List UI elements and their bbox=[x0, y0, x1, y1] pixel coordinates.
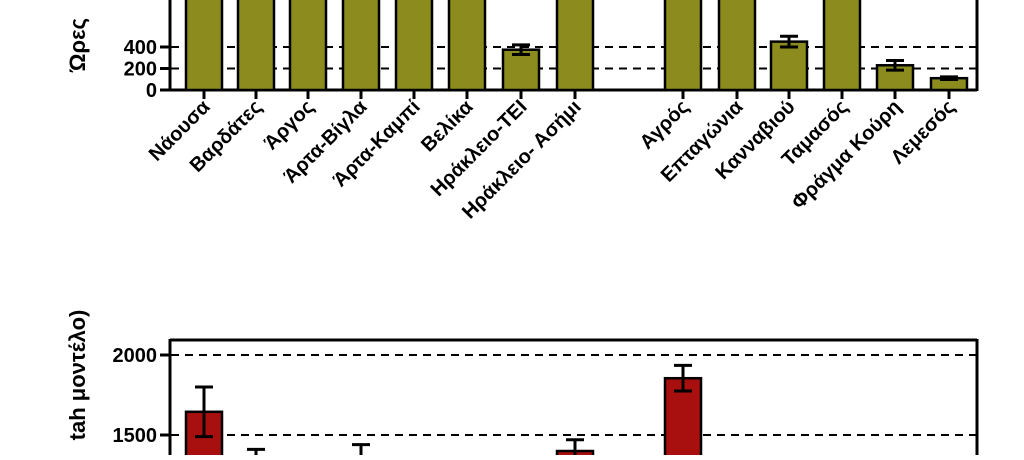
top-bar bbox=[394, 0, 434, 92]
bottom-y-axis-label: tah μοντέλο) bbox=[65, 310, 90, 441]
top-bar bbox=[555, 0, 595, 92]
top-bar bbox=[288, 0, 328, 92]
top-x-tick-label: Ηράκλειο-ΤΕΙ bbox=[427, 96, 532, 201]
top-bar bbox=[341, 0, 381, 92]
top-bar bbox=[822, 0, 862, 92]
top-bar bbox=[717, 0, 757, 92]
bottom-y-tick-label: 2000 bbox=[113, 345, 158, 367]
top-bar bbox=[236, 0, 276, 92]
bottom-grid bbox=[171, 354, 976, 436]
top-y-tick-label: 0 bbox=[146, 80, 157, 102]
top-bar bbox=[447, 0, 487, 92]
bottom-y-tick-label: 1500 bbox=[113, 425, 158, 447]
bottom-bars bbox=[184, 363, 703, 460]
top-y-tick-label: 200 bbox=[124, 59, 157, 81]
top-y-axis-label: Ώρες bbox=[65, 18, 90, 73]
top-bar bbox=[663, 0, 703, 92]
bottom-y-ticks: 1500 2000 bbox=[113, 345, 170, 447]
top-x-tick-labels: ΝάουσαΒαρδάτεςΆργοςΆρτα-ΒίγλαΆρτα-ΚαμπίΒ… bbox=[145, 90, 960, 223]
top-bar bbox=[769, 40, 809, 92]
top-bar bbox=[184, 0, 224, 92]
top-bars bbox=[184, 0, 969, 92]
top-y-tick-label: 400 bbox=[124, 37, 157, 59]
bottom-chart-panel: tah μοντέλο) 1500 2000 bbox=[65, 310, 979, 460]
